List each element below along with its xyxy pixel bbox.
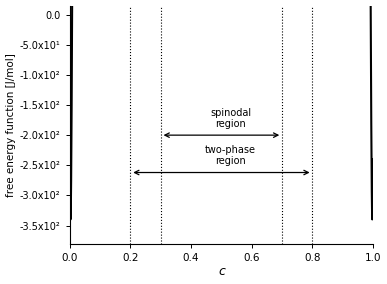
Text: two-phase
region: two-phase region bbox=[205, 145, 256, 166]
X-axis label: c: c bbox=[218, 266, 225, 278]
Y-axis label: free energy function [J/mol]: free energy function [J/mol] bbox=[5, 53, 15, 197]
Text: spinodal
region: spinodal region bbox=[210, 108, 251, 129]
